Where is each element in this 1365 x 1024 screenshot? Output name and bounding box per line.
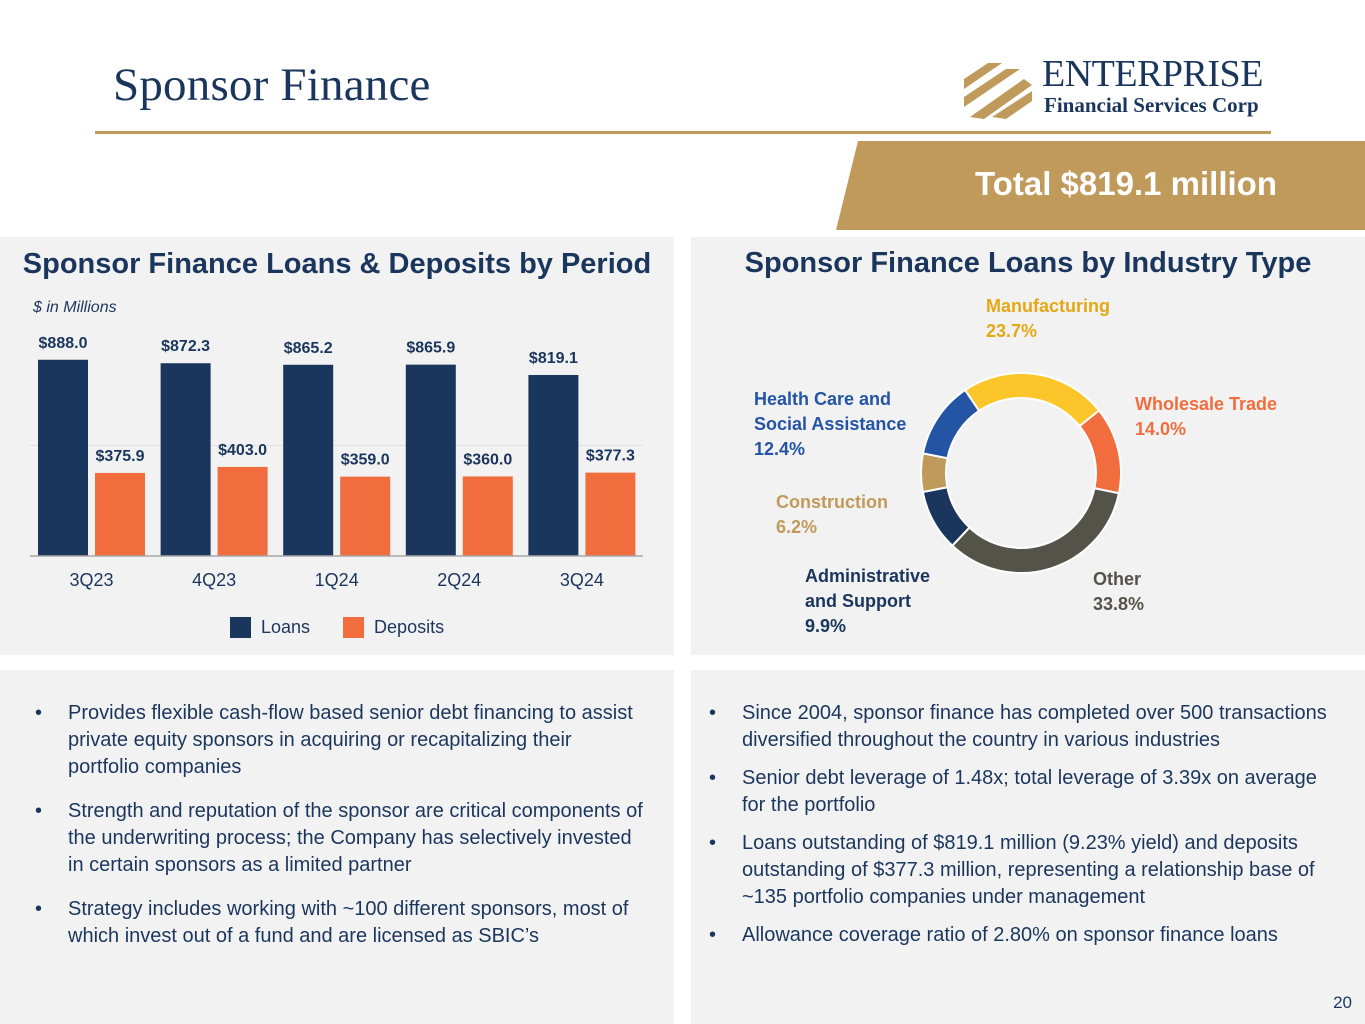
donut-slice-other: [950, 487, 1121, 574]
label-wholesale-pct: 14.0%: [1135, 419, 1187, 439]
label-other: Other 33.8%: [1093, 567, 1144, 617]
data-label-loans-2Q24: $865.9: [406, 340, 455, 357]
x-tick-label-1Q24: 1Q24: [315, 570, 359, 590]
bar-deposits-1Q24: [340, 476, 391, 556]
label-admin-name2: and Support: [805, 591, 911, 611]
label-manufacturing-pct: 23.7%: [986, 321, 1038, 341]
donut-slice-health-care-and-social-assistance: [921, 388, 981, 460]
donut-slice-construction: [920, 452, 949, 494]
list-item: Senior debt leverage of 1.48x; total lev…: [707, 765, 1337, 819]
x-tick-label-4Q23: 4Q23: [192, 570, 236, 590]
page-number: 20: [1333, 993, 1352, 1012]
legend-item-loans: Loans: [230, 617, 310, 638]
bar-deposits-4Q23: [217, 466, 268, 556]
bar-loans-3Q24: [528, 374, 579, 556]
label-admin-name: Administrative: [805, 566, 931, 586]
bar-loans-1Q24: [283, 364, 334, 556]
legend-swatch-loans: [230, 617, 251, 638]
donut-slice-wholesale-trade: [1078, 409, 1122, 495]
label-construction-name: Construction: [776, 492, 888, 512]
total-banner: Total $819.1 million: [836, 141, 1365, 230]
company-logo: ENTERPRISE Financial Services Corp: [962, 54, 1277, 124]
left-bullet-list: Provides flexible cash-flow based senior…: [33, 700, 643, 967]
right-bullet-list: Since 2004, sponsor finance has complete…: [707, 700, 1337, 960]
list-item: Allowance coverage ratio of 2.80% on spo…: [707, 922, 1337, 949]
enterprise-logo-icon: [964, 63, 1032, 119]
legend-label-loans: Loans: [261, 617, 311, 637]
label-construction-pct: 6.2%: [776, 517, 818, 537]
bar-deposits-2Q24: [462, 476, 513, 556]
bar-chart-legend: Loans Deposits: [230, 617, 477, 638]
logo-subtitle: Financial Services Corp: [1044, 93, 1259, 117]
data-label-loans-3Q24: $819.1: [529, 350, 578, 367]
data-label-deposits-4Q23: $403.0: [218, 442, 267, 459]
donut-chart: [920, 372, 1122, 574]
label-other-pct: 33.8%: [1093, 594, 1145, 614]
data-label-loans-1Q24: $865.2: [284, 340, 333, 357]
data-label-deposits-2Q24: $360.0: [463, 451, 512, 468]
bar-chart-title: Sponsor Finance Loans & Deposits by Peri…: [22, 248, 652, 280]
list-item: Strength and reputation of the sponsor a…: [33, 798, 643, 879]
legend-swatch-deposits: [343, 617, 365, 638]
x-tick-label-3Q23: 3Q23: [69, 570, 113, 590]
data-label-deposits-1Q24: $359.0: [341, 452, 390, 469]
list-item: Since 2004, sponsor finance has complete…: [707, 700, 1337, 754]
label-health-name: Health Care and: [754, 389, 892, 409]
data-label-deposits-3Q24: $377.3: [586, 448, 635, 465]
legend-item-deposits: Deposits: [343, 617, 444, 638]
data-label-deposits-3Q23: $375.9: [96, 448, 145, 465]
label-other-name: Other: [1093, 569, 1142, 589]
label-admin: Administrative and Support 9.9%: [805, 564, 930, 639]
x-tick-label-3Q24: 3Q24: [560, 570, 604, 590]
bar-deposits-3Q24: [585, 472, 636, 556]
label-manufacturing-name: Manufacturing: [986, 296, 1110, 316]
label-health: Health Care and Social Assistance 12.4%: [754, 387, 906, 462]
list-item: Strategy includes working with ~100 diff…: [33, 896, 643, 950]
legend-label-deposits: Deposits: [374, 617, 445, 637]
bar-loans-4Q23: [160, 363, 211, 556]
label-health-pct: 12.4%: [754, 439, 806, 459]
x-tick-label-2Q24: 2Q24: [437, 570, 481, 590]
label-manufacturing: Manufacturing 23.7%: [986, 294, 1110, 344]
units-label: $ in Millions: [33, 299, 117, 316]
logo-name: ENTERPRISE: [1042, 53, 1263, 95]
data-label-loans-3Q23: $888.0: [39, 335, 88, 352]
list-item: Loans outstanding of $819.1 million (9.2…: [707, 830, 1337, 911]
title-divider: [95, 131, 1271, 134]
total-text: Total $819.1 million: [975, 165, 1277, 202]
bar-deposits-3Q23: [95, 472, 145, 556]
label-wholesale-name: Wholesale Trade: [1135, 394, 1278, 414]
label-wholesale: Wholesale Trade 14.0%: [1135, 392, 1277, 442]
label-construction: Construction 6.2%: [776, 490, 888, 540]
bar-loans-2Q24: [405, 364, 456, 556]
donut-chart-title: Sponsor Finance Loans by Industry Type: [744, 247, 1312, 279]
bar-chart: $888.0 $375.9 3Q23 $872.3 $403.0 4Q23 $865.2 $3…: [30, 335, 643, 590]
bar-loans-3Q23: [38, 359, 88, 556]
donut-slice-manufacturing: [963, 372, 1101, 428]
data-label-loans-4Q23: $872.3: [161, 338, 210, 355]
industry-type-panel: Sponsor Finance Loans by Industry Type M…: [691, 237, 1365, 655]
page-title: Sponsor Finance: [113, 59, 431, 111]
label-admin-pct: 9.9%: [805, 616, 847, 636]
loans-deposits-panel: Sponsor Finance Loans & Deposits by Peri…: [0, 237, 674, 655]
list-item: Provides flexible cash-flow based senior…: [33, 700, 643, 781]
label-health-name2: Social Assistance: [754, 414, 907, 434]
